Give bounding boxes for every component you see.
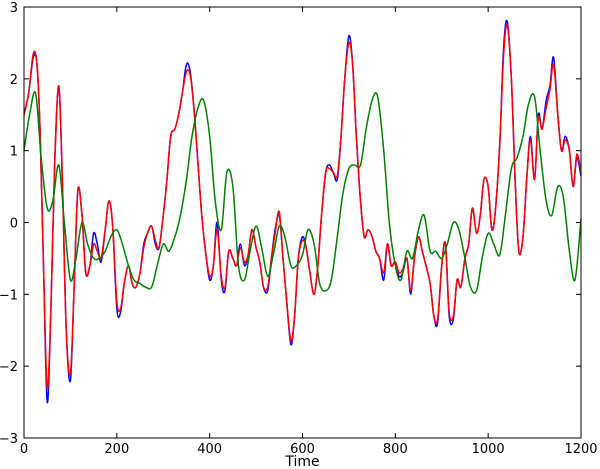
y-tick-label: −3 [0, 432, 18, 447]
series-layer [23, 19, 582, 404]
x-tick-label: 1000 [472, 442, 505, 457]
x-tick-label: 400 [197, 442, 222, 457]
y-tick-label: 3 [10, 1, 18, 16]
plot-frame [23, 6, 582, 439]
x-tick-label: 600 [290, 442, 315, 457]
x-tick-label: 800 [383, 442, 408, 457]
ticks-layer: 0 200 400 600 800 1000 1200 −3 −2 −1 0 1 2 3 [0, 1, 598, 457]
x-axis-label: Time [284, 454, 319, 469]
y-tick-label: 0 [10, 217, 18, 232]
y-tick-label: −1 [0, 288, 18, 303]
series-line-2 [23, 23, 582, 390]
y-tick-label: 2 [10, 73, 18, 88]
series-line-3 [23, 90, 582, 294]
y-tick-label: 1 [10, 145, 18, 160]
x-tick-label: 200 [104, 442, 129, 457]
x-tick-label: 1200 [564, 442, 597, 457]
y-tick-label: −2 [0, 360, 18, 375]
x-tick-label: 0 [20, 442, 28, 457]
